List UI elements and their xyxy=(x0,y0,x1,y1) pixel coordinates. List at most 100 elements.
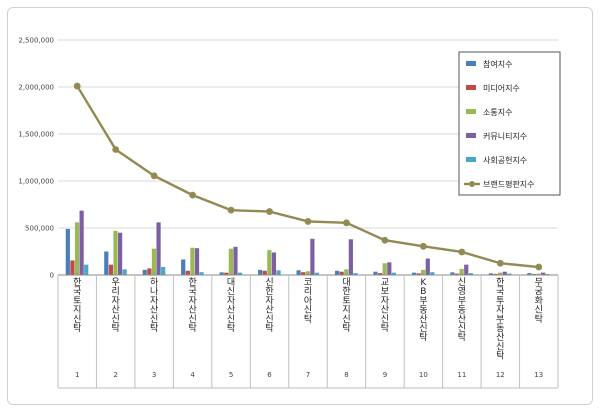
category-index: 4 xyxy=(190,371,195,379)
bar-1 xyxy=(258,269,263,275)
line-series xyxy=(73,82,543,271)
bar-4 xyxy=(541,272,546,275)
bar-1 xyxy=(411,272,417,275)
bar-5 xyxy=(161,267,166,275)
category-index: 8 xyxy=(344,371,348,379)
bar-1 xyxy=(142,269,147,275)
bar-2 xyxy=(262,270,267,275)
brand-index-point xyxy=(189,191,197,199)
bar-2 xyxy=(185,270,190,275)
brand-index-point xyxy=(266,208,273,215)
bar-3 xyxy=(113,230,118,275)
brand-index-point xyxy=(381,236,389,244)
bar-5 xyxy=(507,273,512,275)
legend-swatch xyxy=(466,61,476,66)
legend-label: 커뮤니티지수 xyxy=(483,131,527,141)
y-tick-labels: 0 500,000 1,000,000 1,500,000 2,000,000 2,500… xyxy=(18,37,54,280)
bar-5 xyxy=(199,272,204,275)
bar-2 xyxy=(454,273,460,275)
legend-swatch xyxy=(466,133,476,138)
legend-label: 소통지수 xyxy=(483,108,512,117)
bar-4 xyxy=(348,239,353,275)
bar-2 xyxy=(339,271,344,275)
bars xyxy=(65,210,550,275)
bar-1 xyxy=(334,270,340,275)
bar-3 xyxy=(151,248,157,275)
y-tick-label: 500,000 xyxy=(25,225,54,233)
bar-3 xyxy=(536,273,541,275)
bar-2 xyxy=(416,273,421,275)
bar-3 xyxy=(190,247,195,275)
bar-4 xyxy=(310,238,315,275)
bar-3 xyxy=(305,271,310,275)
brand-index-point xyxy=(496,259,504,267)
bar-4 xyxy=(79,210,84,275)
bar-3 xyxy=(421,269,426,275)
bar-2 xyxy=(301,272,306,275)
legend-label: 사회공헌지수 xyxy=(483,156,527,165)
bar-4 xyxy=(194,248,200,275)
category-index: 6 xyxy=(267,371,272,379)
brand-index-point xyxy=(112,146,120,153)
legend-swatch xyxy=(466,157,476,162)
bar-4 xyxy=(425,258,430,275)
category-index: 7 xyxy=(306,371,310,379)
bar-3 xyxy=(228,248,233,275)
bar-5 xyxy=(84,264,89,275)
bar-3 xyxy=(459,268,464,275)
x-axis: 한 국 토 지 신 탁 1 우 리 자 산 신 탁 2 하 나 자 산 신 탁 3 한 국 자 산 신 탁 4 대 신 자 산 신 탁 5 신 한 자 산 신… xyxy=(57,274,559,389)
bar-1 xyxy=(104,251,109,275)
bar-1 xyxy=(450,272,455,275)
bar-2 xyxy=(70,260,75,275)
legend-swatch xyxy=(466,85,476,90)
y-tick-label: 2,500,000 xyxy=(18,37,54,45)
bar-4 xyxy=(387,262,392,275)
bar-1 xyxy=(181,259,186,275)
bar-5 xyxy=(468,273,473,275)
bar-5 xyxy=(430,272,435,275)
bar-1 xyxy=(488,273,494,275)
bar-5 xyxy=(314,272,320,275)
bar-3 xyxy=(267,250,272,275)
bar-2 xyxy=(147,268,152,275)
legend-box xyxy=(458,51,561,196)
brand-index-point xyxy=(304,218,312,225)
brand-index-point xyxy=(227,206,235,214)
bar-5 xyxy=(353,273,358,275)
bar-3 xyxy=(344,269,349,275)
category-index: 9 xyxy=(383,371,387,379)
category-index: 11 xyxy=(457,371,466,379)
bar-5 xyxy=(237,272,243,275)
legend-label: 브랜드평판지수 xyxy=(483,179,535,189)
category-index: 2 xyxy=(113,371,117,379)
brand-index-point xyxy=(419,242,427,250)
y-tick-label: 2,000,000 xyxy=(18,84,54,92)
legend-label: 미디어지수 xyxy=(483,83,520,93)
brand-index-point xyxy=(343,219,350,227)
category-index: 3 xyxy=(152,371,156,379)
brand-index-point xyxy=(73,82,81,90)
bar-1 xyxy=(373,271,378,275)
bar-3 xyxy=(382,263,387,275)
brand-index-point xyxy=(535,263,543,271)
bar-2 xyxy=(493,273,498,275)
bar-4 xyxy=(156,222,161,275)
bar-4 xyxy=(117,232,123,275)
y-tick-label: 0 xyxy=(50,272,54,280)
bar-1 xyxy=(219,272,224,275)
legend-swatch xyxy=(466,109,476,114)
category-index: 12 xyxy=(496,371,505,379)
category-index: 1 xyxy=(75,371,79,379)
